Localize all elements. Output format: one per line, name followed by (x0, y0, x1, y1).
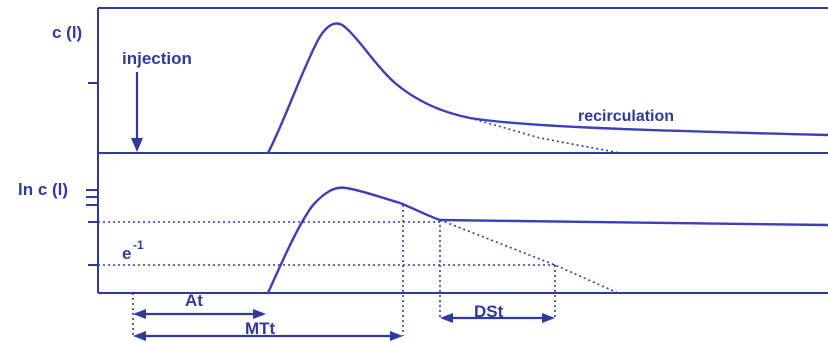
mtt-arrow-left-head (133, 331, 146, 341)
top-concentration-curve (266, 22, 828, 155)
e-exponent-label: -1 (133, 238, 144, 252)
dst-arrow-right-head (542, 313, 555, 323)
bottom-ylabel: ln c (l) (18, 180, 68, 199)
at-arrow-left-head (133, 309, 146, 319)
recirculation-label: recirculation (578, 108, 674, 125)
mtt-label: MTt (245, 319, 276, 338)
at-label: At (185, 291, 203, 310)
injection-label: injection (122, 49, 192, 68)
e-label: e (122, 244, 131, 263)
injection-arrow-head (131, 138, 143, 152)
at-arrow-right-head (253, 309, 266, 319)
top-ylabel: c (l) (52, 23, 82, 42)
bottom-extrapolated-decay (439, 219, 619, 294)
dst-label: DSt (474, 302, 504, 321)
bottom-log-curve (266, 186, 828, 295)
dst-arrow-left-head (440, 313, 453, 323)
mtt-arrow-right-head (390, 331, 403, 341)
